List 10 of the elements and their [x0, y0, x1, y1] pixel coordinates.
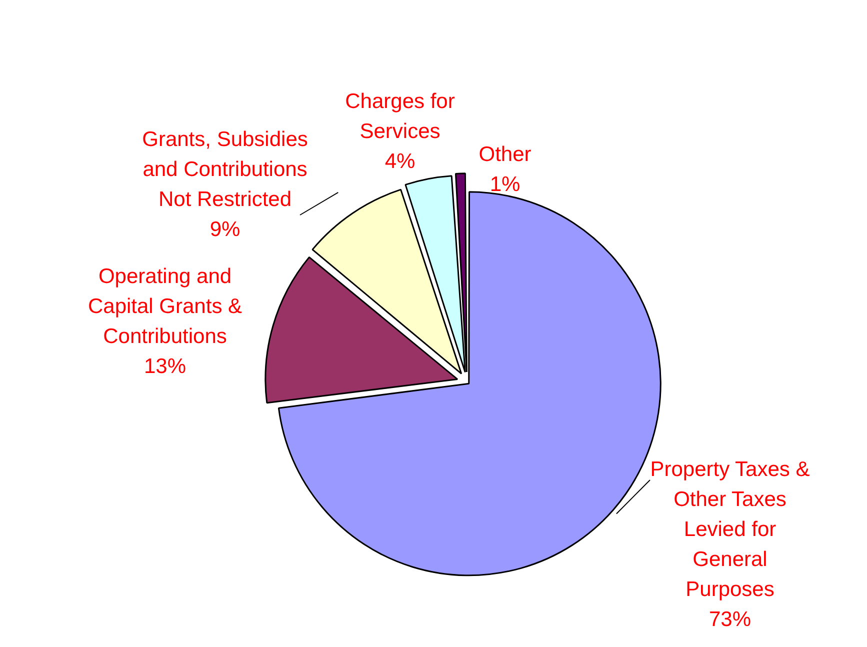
slice-label: Charges for Services: [345, 90, 455, 143]
slice-label: Other: [478, 142, 532, 166]
slice-label: Operating and Capital Grants & Contributions: [88, 264, 242, 348]
data-label: 9%: [210, 218, 240, 241]
slice-label: Property Taxes & Other Taxes Levied for General Purposes: [650, 458, 810, 601]
data-label: 1%: [490, 172, 520, 196]
data-label: 13%: [144, 354, 186, 378]
data-label: 4%: [384, 150, 416, 173]
slice-label: Grants, Subsidies and Contributions Not Restricted: [142, 128, 308, 211]
data-label: 73%: [708, 608, 752, 631]
